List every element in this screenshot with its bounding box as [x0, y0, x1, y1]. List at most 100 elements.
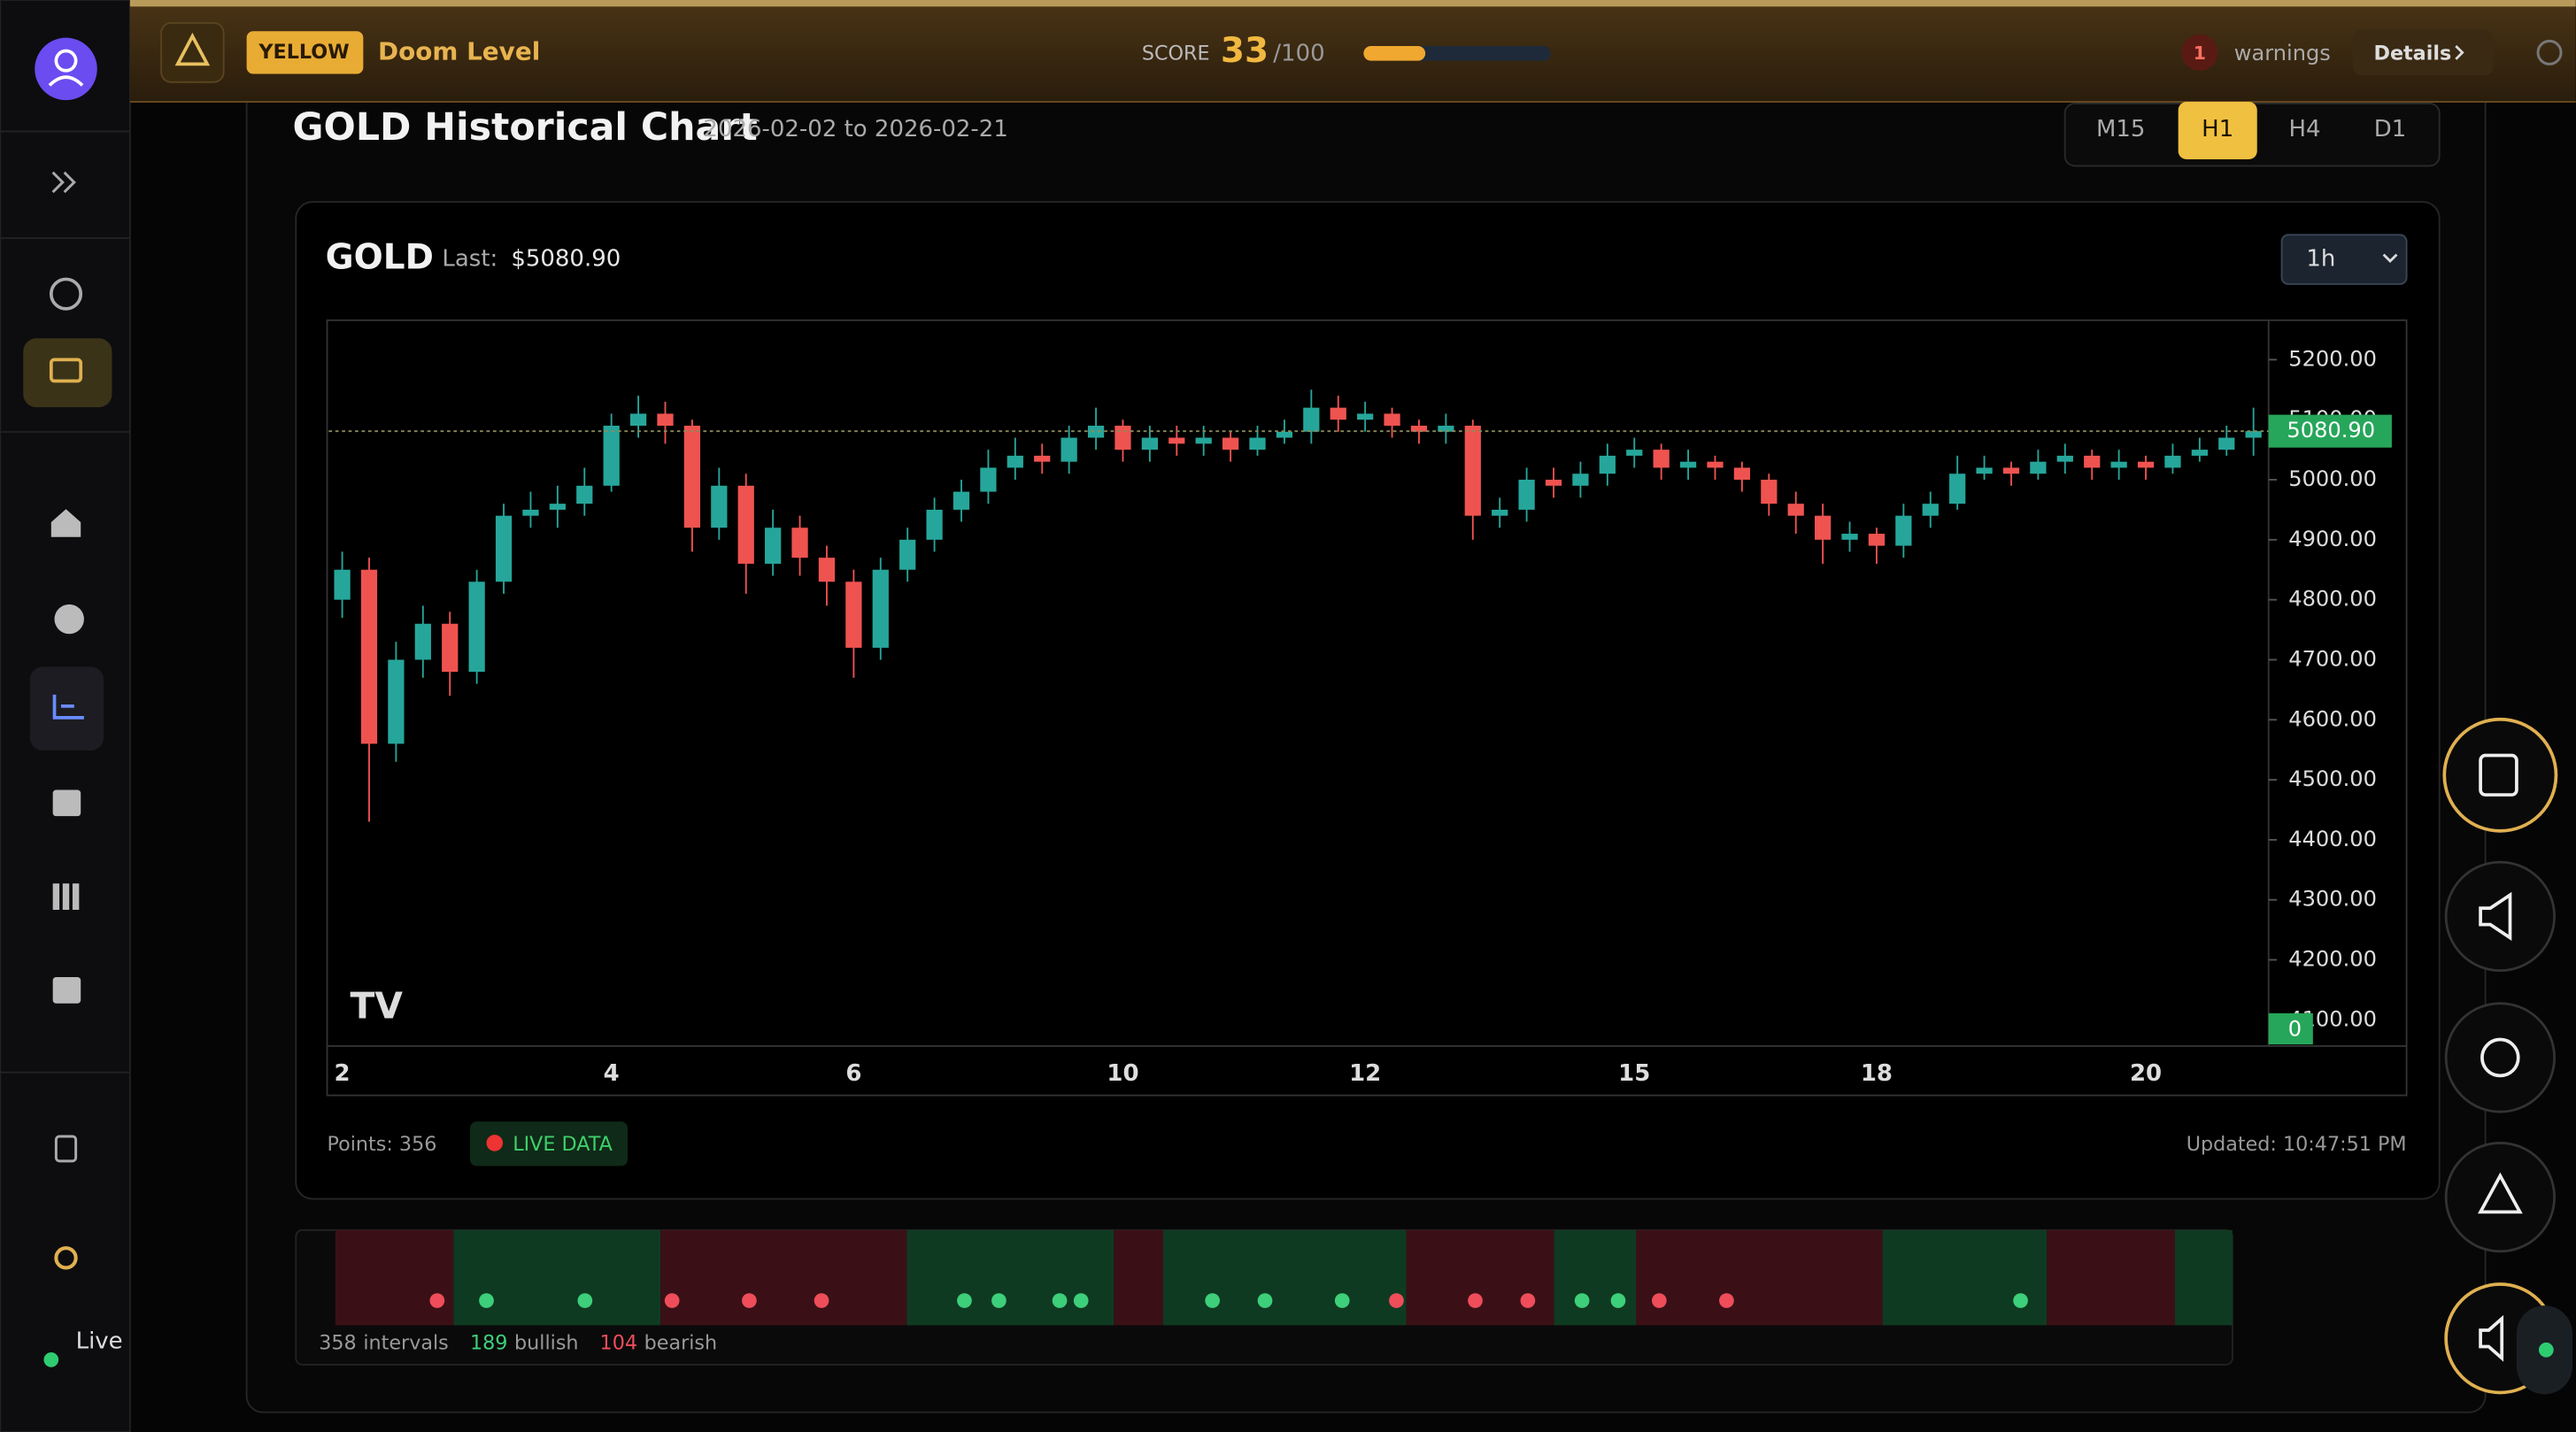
candle-body	[1384, 413, 1400, 426]
bear-dot	[429, 1293, 445, 1308]
candle-body	[765, 527, 782, 564]
candle-body	[1949, 473, 1966, 504]
page-title: GOLD Historical Chart	[293, 105, 758, 150]
bull-block	[1882, 1229, 2048, 1326]
interval-count-label: intervals	[363, 1331, 448, 1354]
details-button[interactable]	[2352, 29, 2494, 76]
bull-block	[1162, 1229, 1407, 1326]
y-tick-label: 4300.00	[2288, 887, 2377, 912]
live-status: Live	[76, 1328, 123, 1354]
live-data: LIVE DATA	[513, 1133, 613, 1156]
candle-body	[657, 413, 674, 426]
score-label: SCORE	[1142, 42, 1210, 65]
top-bar	[129, 0, 2576, 103]
y-tick-label: 4200.00	[2288, 946, 2377, 971]
candle-body	[2164, 455, 2181, 468]
candle-body	[1195, 437, 1212, 444]
candle-body	[442, 623, 459, 673]
x-tick-label: 18	[1861, 1060, 1893, 1087]
home-icon[interactable]	[50, 509, 81, 537]
candle-body	[2110, 461, 2127, 468]
doc-icon[interactable]	[54, 1135, 78, 1163]
timeframe[interactable]: D1	[2374, 116, 2407, 142]
candle-body	[1006, 455, 1023, 468]
candle-body	[1572, 473, 1589, 486]
timeframe-active[interactable]	[2178, 102, 2257, 159]
calendar-icon[interactable]	[52, 977, 81, 1004]
alert-icon	[174, 32, 211, 66]
bull-dot	[1334, 1293, 1350, 1308]
date-range: 2026-02-02 to 2026-02-21	[703, 116, 1007, 142]
tv-logo: TV	[351, 984, 404, 1027]
interval-count: 358	[319, 1331, 356, 1354]
chat-icon	[2480, 1037, 2520, 1078]
candle-body	[603, 425, 620, 486]
monitor-icon	[49, 358, 83, 383]
alert-button[interactable]	[160, 22, 225, 83]
score: 33	[1221, 31, 1269, 71]
announce-button[interactable]	[2444, 860, 2556, 972]
candle-body	[926, 509, 943, 540]
bull-dot	[1052, 1293, 1068, 1308]
bull-dot	[479, 1293, 494, 1308]
interval-blocks	[335, 1229, 2233, 1326]
candle-body	[360, 569, 378, 744]
candle-body	[1976, 467, 1993, 474]
candle-body	[522, 509, 539, 516]
updated: Updated: 10:47:51 PM	[2187, 1133, 2407, 1156]
alert-float-button[interactable]	[2444, 1142, 2556, 1253]
timeframe[interactable]: H4	[2289, 116, 2321, 142]
bull-dot	[1574, 1293, 1590, 1308]
timeframe[interactable]: M15	[2096, 116, 2145, 142]
chat-button[interactable]	[2444, 1002, 2556, 1113]
y-tick-label: 4500.00	[2288, 766, 2377, 791]
refresh-icon[interactable]	[2536, 39, 2563, 65]
news-button[interactable]	[2442, 717, 2558, 833]
calendar-icon[interactable]	[52, 789, 81, 817]
columns-icon[interactable]	[52, 883, 80, 910]
x-tick-label: 2	[335, 1060, 351, 1087]
level: YELLOW	[258, 41, 349, 64]
bearish-label: bearish	[644, 1331, 717, 1354]
candle-body	[388, 659, 405, 744]
candle-body	[2218, 437, 2235, 450]
candle-body	[845, 581, 862, 648]
gauge-icon[interactable]	[54, 604, 84, 635]
candle-body	[549, 504, 566, 510]
timeframe[interactable]: H1	[2202, 116, 2233, 142]
nav-highlight[interactable]	[29, 666, 104, 751]
last-price: $5080.90	[511, 246, 621, 273]
candle-body	[737, 485, 754, 564]
candle-body	[334, 569, 351, 600]
candle-body	[2056, 455, 2073, 462]
avatar-icon	[54, 49, 78, 73]
x-tick-label: 6	[845, 1060, 861, 1087]
candle-body	[2030, 461, 2047, 474]
bear-dot	[1520, 1293, 1536, 1308]
bull-dot	[577, 1293, 593, 1308]
plot: 4100.004200.004300.004400.004500.004600.…	[328, 346, 2392, 1087]
candle-body	[899, 539, 916, 570]
candle-body	[1814, 515, 1832, 540]
symbol: GOLD	[326, 238, 434, 278]
bear-block	[335, 1229, 454, 1326]
last-price-tag	[2268, 414, 2392, 448]
bullish-count: 189	[470, 1331, 507, 1354]
score-max: /100	[1273, 41, 1324, 67]
candle-body	[495, 515, 513, 582]
expand-icon[interactable]	[51, 171, 76, 194]
interval-select[interactable]	[2280, 234, 2408, 285]
candle-body	[1034, 455, 1051, 462]
candle-body	[1222, 437, 1239, 450]
plot-frame	[326, 319, 2408, 1097]
candle-body	[1330, 407, 1346, 420]
chart-icon[interactable]	[49, 277, 83, 311]
bear-dot	[1468, 1293, 1483, 1308]
bear-block	[1114, 1229, 1163, 1326]
dropdown-icon	[2382, 253, 2398, 263]
bull-dot	[957, 1293, 972, 1308]
candle-body	[872, 569, 889, 648]
settings-icon[interactable]	[54, 1246, 78, 1270]
active-nav[interactable]	[23, 338, 112, 408]
